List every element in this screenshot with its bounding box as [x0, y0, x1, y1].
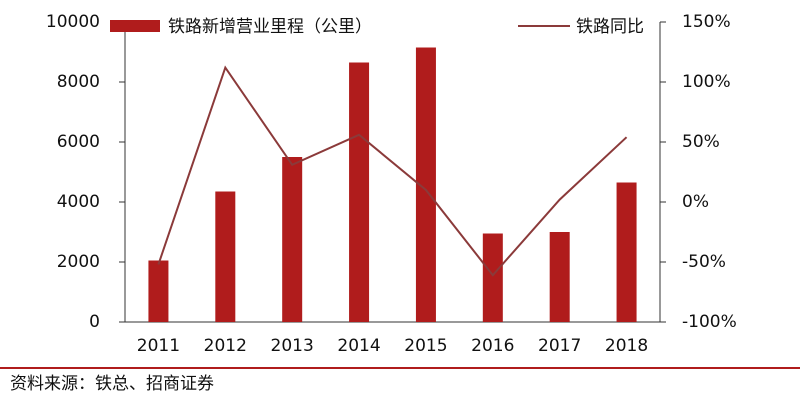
x-tick-label: 2013 [271, 336, 314, 356]
bar [482, 233, 503, 322]
legend-label: 铁路同比 [576, 17, 644, 37]
x-tick-label: 2011 [137, 336, 180, 356]
y-tick-label: 4000 [57, 192, 100, 212]
y2-tick-label: -100% [682, 312, 737, 332]
y2-tick-label: 0% [682, 192, 709, 212]
bar [616, 182, 637, 322]
y-tick-label: 10000 [46, 12, 100, 32]
x-tick-label: 2014 [337, 336, 380, 356]
bar [215, 191, 236, 322]
x-tick-label: 2016 [471, 336, 514, 356]
bar [415, 47, 436, 322]
y-tick-label: 8000 [57, 72, 100, 92]
y2-tick-label: -50% [682, 252, 726, 272]
x-tick-label: 2018 [605, 336, 648, 356]
x-tick-label: 2012 [204, 336, 247, 356]
y2-tick-label: 150% [682, 12, 731, 32]
legend-swatch [110, 20, 160, 32]
x-tick-label: 2017 [538, 336, 581, 356]
x-tick-label: 2015 [404, 336, 447, 356]
y-tick-label: 6000 [57, 132, 100, 152]
y-tick-label: 2000 [57, 252, 100, 272]
bar [549, 232, 570, 322]
legend-label: 铁路新增营业里程（公里） [168, 17, 372, 37]
line [157, 65, 628, 277]
bar [282, 157, 303, 322]
bar [349, 62, 370, 322]
bar [148, 260, 169, 322]
y-tick-label: 0 [89, 312, 100, 332]
y2-tick-label: 50% [682, 132, 720, 152]
source: 资料来源：铁总、招商证券 [10, 374, 214, 394]
y2-tick-label: 100% [682, 72, 731, 92]
